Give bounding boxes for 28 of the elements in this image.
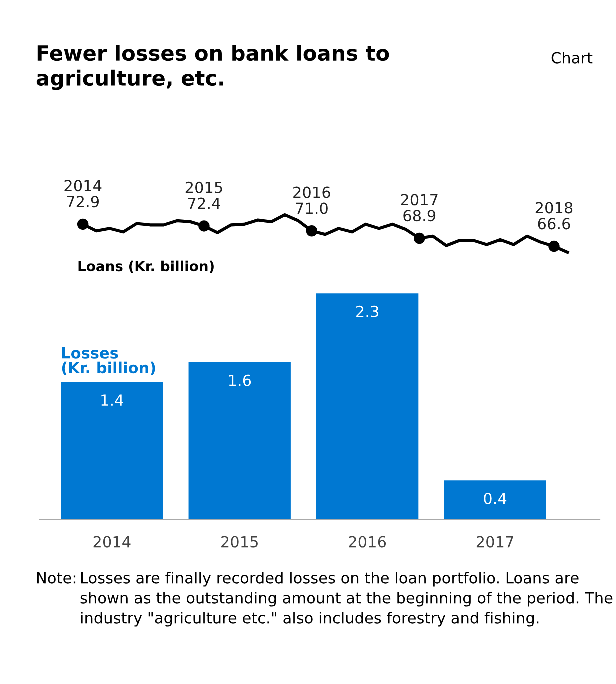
x-tick-label: 2014	[94, 536, 131, 548]
series-label: Losses (Kr. billion)	[62, 348, 156, 376]
data-label: 2014 72.9	[64, 180, 102, 208]
data-label: 2018 66.6	[536, 202, 573, 230]
bar	[444, 480, 546, 520]
x-tick-label: 2016	[349, 536, 386, 548]
bar	[316, 294, 419, 520]
text: Chart	[552, 52, 593, 64]
bar	[61, 382, 164, 520]
point	[306, 226, 318, 237]
chart-title: Fewer losses on bank loans to agriculture, etc.	[36, 45, 390, 90]
data-label: 1.6	[229, 374, 252, 386]
text: Losses are finally recorded losses on the loan portfolio. Loans are shown as the outstanding amount at the beginning of the period. The industry "agriculture etc." also includes forestry and fishing.	[80, 572, 613, 627]
text: Note:	[38, 572, 76, 584]
data-label: 2.3	[356, 306, 378, 318]
point	[198, 220, 210, 232]
data-label: 0.4	[484, 492, 507, 504]
data-label: 2016 71.0	[294, 186, 330, 214]
data-label: 2017 68.9	[401, 194, 438, 222]
point	[548, 240, 560, 252]
data-label: 2015 72.4	[186, 182, 222, 210]
data-label: 1.4	[102, 394, 124, 406]
bar	[188, 362, 291, 520]
text: Loans (Kr. billion)	[78, 260, 214, 274]
point	[77, 218, 89, 230]
x-tick-label: 2015	[222, 536, 258, 548]
x-tick-label: 2017	[476, 536, 514, 548]
point	[414, 232, 426, 244]
